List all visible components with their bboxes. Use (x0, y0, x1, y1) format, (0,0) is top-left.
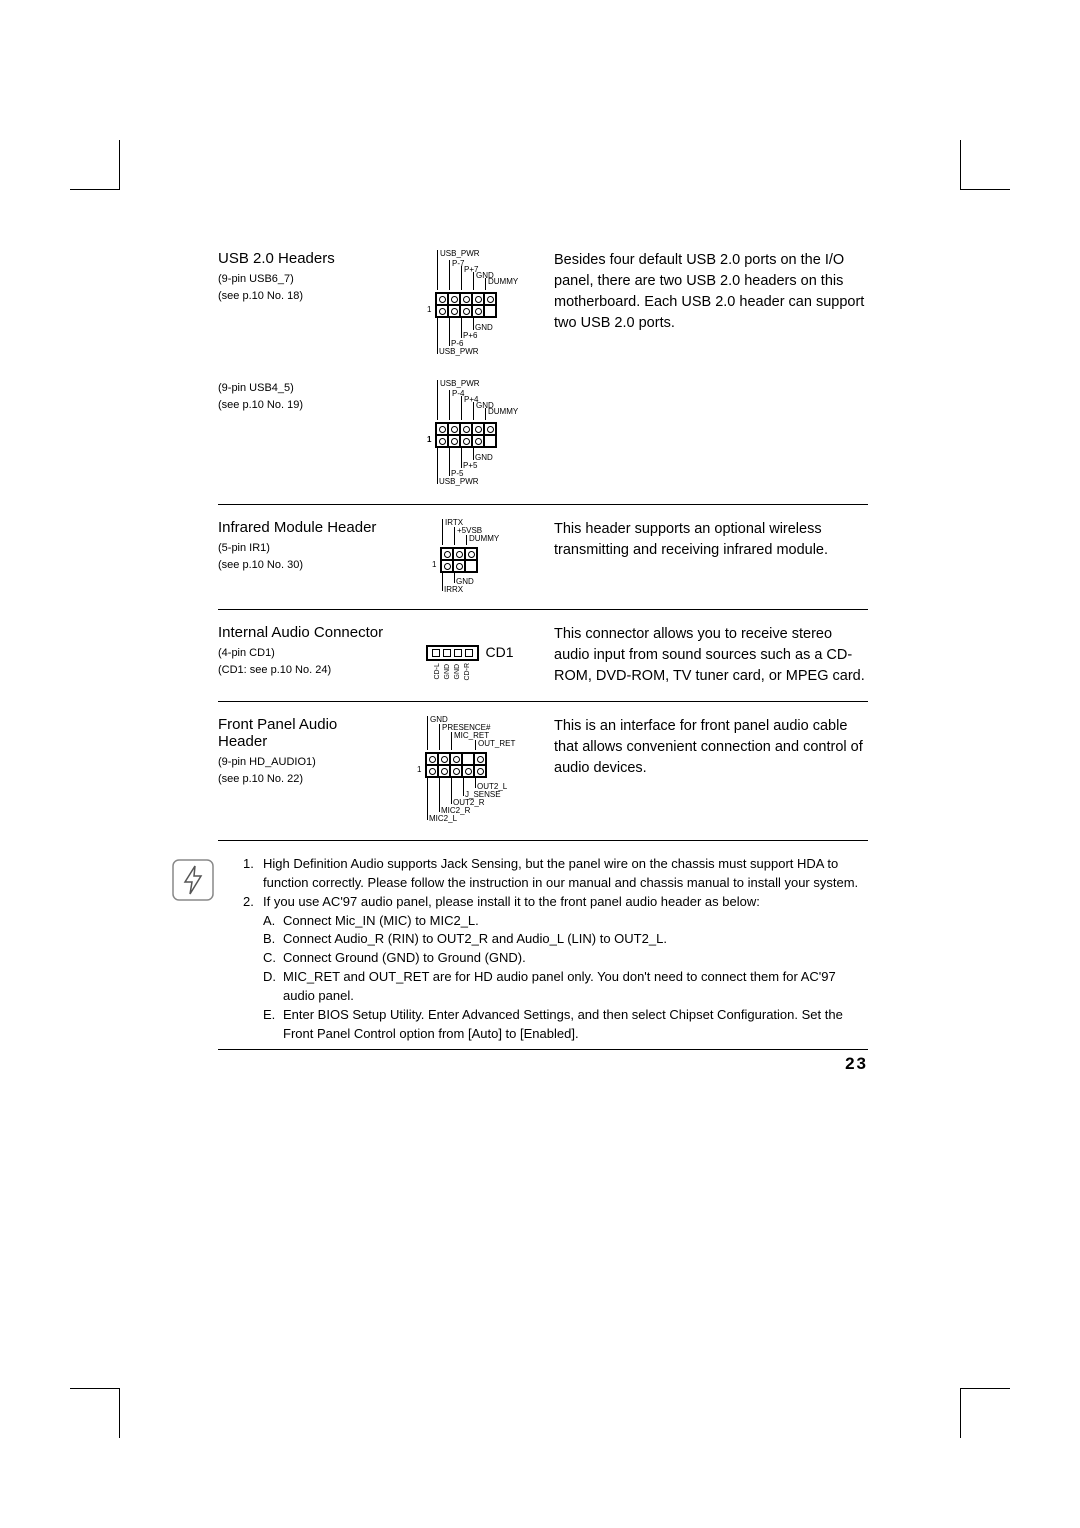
int-audio-desc: This connector allows you to receive ste… (554, 624, 868, 687)
cd1-diagram: CD-L GND GND CD-R CD1 (426, 644, 513, 687)
usb-sub3: (9-pin USB4_5) (218, 380, 386, 397)
crop-mark-bl (70, 1388, 120, 1438)
ir-desc: This header supports an optional wireles… (554, 519, 868, 561)
crop-mark-tl (70, 140, 120, 190)
section-front-audio: Front Panel Audio Header (9-pin HD_AUDIO… (218, 716, 868, 841)
usb-sub1: (9-pin USB6_7) (218, 271, 386, 288)
notes-text: 1.High Definition Audio supports Jack Se… (243, 855, 868, 1043)
front-audio-desc: This is an interface for front panel aud… (554, 716, 868, 779)
ir-sub1: (5-pin IR1) (218, 540, 386, 557)
section-usb-2: (9-pin USB4_5) (see p.10 No. 19) USB_PWR… (218, 380, 868, 505)
section-usb-1: USB 2.0 Headers (9-pin USB6_7) (see p.10… (218, 250, 868, 360)
front-audio-diagram: GND PRESENCE# MIC_RET OUT_RET 1 OUT2_L J… (425, 716, 515, 826)
crop-mark-tr (960, 140, 1010, 190)
front-audio-sub1: (9-pin HD_AUDIO1) (218, 754, 386, 771)
lightning-icon (168, 855, 218, 905)
usb-diagram-2: USB_PWR P-4 P+4 GND DUMMY 1 GND P+5 P-5 … (435, 380, 505, 490)
usb-sub4: (see p.10 No. 19) (218, 397, 386, 414)
usb-desc: Besides four default USB 2.0 ports on th… (554, 250, 868, 334)
usb-diagram-1: USB_PWR P-7 P+7 GND DUMMY 1 GND P+6 P-6 … (435, 250, 505, 360)
usb-sub2: (see p.10 No. 18) (218, 288, 386, 305)
int-audio-title: Internal Audio Connector (218, 624, 386, 641)
front-audio-sub2: (see p.10 No. 22) (218, 771, 386, 788)
ir-diagram: IRTX +5VSB DUMMY 1 GND IRRX (440, 519, 500, 595)
page-content: USB 2.0 Headers (9-pin USB6_7) (see p.10… (218, 250, 868, 1074)
section-ir: Infrared Module Header (5-pin IR1) (see … (218, 519, 868, 610)
front-audio-title: Front Panel Audio Header (218, 716, 386, 750)
usb-title: USB 2.0 Headers (218, 250, 386, 267)
ir-title: Infrared Module Header (218, 519, 386, 536)
page-number: 23 (218, 1054, 868, 1074)
notes-box: 1.High Definition Audio supports Jack Se… (218, 855, 868, 1050)
int-audio-sub1: (4-pin CD1) (218, 645, 386, 662)
ir-sub2: (see p.10 No. 30) (218, 557, 386, 574)
cd1-label: CD1 (485, 644, 513, 660)
crop-mark-br (960, 1388, 1010, 1438)
int-audio-sub2: (CD1: see p.10 No. 24) (218, 662, 386, 679)
section-internal-audio: Internal Audio Connector (4-pin CD1) (CD… (218, 624, 868, 702)
